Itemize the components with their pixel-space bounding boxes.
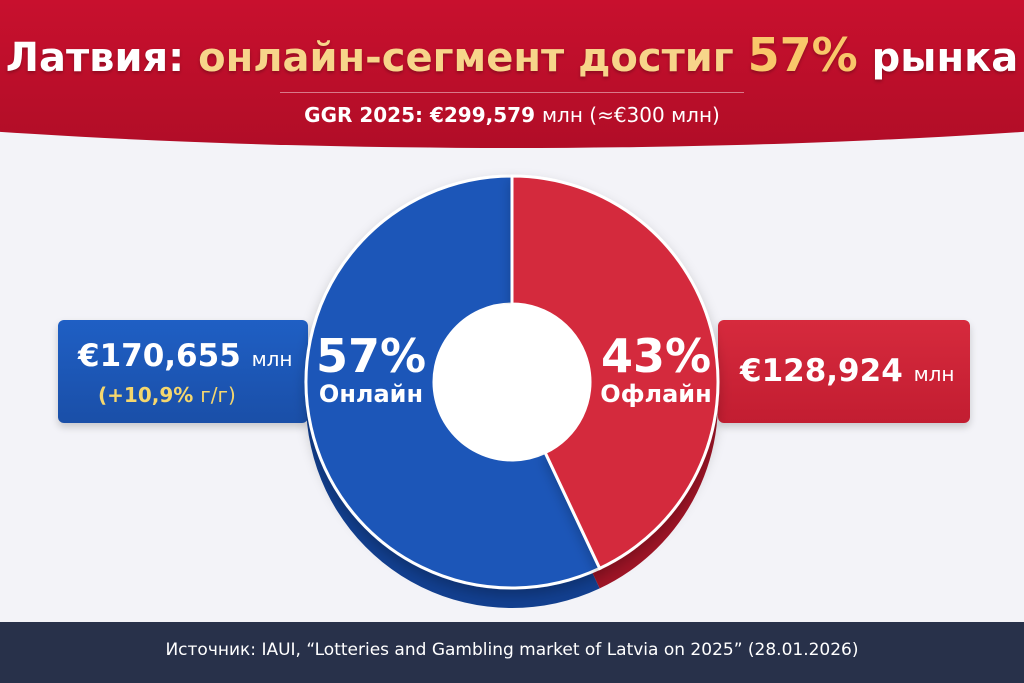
online-amount-unit: млн <box>251 347 293 371</box>
online-amount-value: €170,655 <box>78 338 241 374</box>
offline-category-label: Офлайн <box>600 380 711 408</box>
subtitle-unit: млн (≈€300 млн) <box>541 103 720 127</box>
header-divider <box>280 92 744 93</box>
offline-amount-value: €128,924 <box>740 353 903 389</box>
page-subtitle: GGR 2025: €299,579 млн (≈€300 млн) <box>0 103 1024 127</box>
title-percent: 57% <box>747 28 858 82</box>
title-country: Латвия: <box>5 35 185 81</box>
offline-value-box: €128,924 млн <box>718 320 970 423</box>
title-highlight: онлайн-сегмент достиг <box>198 35 734 81</box>
online-percent-label: 57% <box>316 329 426 383</box>
source-note: Источник: IAUI, “Lotteries and Gambling … <box>165 640 859 660</box>
title-end: рынка <box>871 35 1019 81</box>
footer-bar: Источник: IAUI, “Lotteries and Gambling … <box>0 622 1024 683</box>
donut-hole <box>434 304 590 460</box>
online-growth-value: (+10,9% <box>98 383 194 407</box>
online-growth-unit: г/г) <box>200 383 236 407</box>
online-amount: €170,655 млн <box>78 338 293 374</box>
online-value-box: €170,655 млн (+10,9% г/г) <box>58 320 308 423</box>
header-banner <box>0 0 1024 148</box>
offline-amount-unit: млн <box>913 362 955 386</box>
online-category-label: Онлайн <box>319 380 423 408</box>
offline-percent-label: 43% <box>601 329 711 383</box>
subtitle-label: GGR 2025: €299,579 <box>304 103 535 127</box>
page-title: Латвия: онлайн-сегмент достиг 57% рынка <box>0 28 1024 82</box>
online-growth: (+10,9% г/г) <box>98 383 236 407</box>
offline-amount: €128,924 млн <box>740 353 955 389</box>
